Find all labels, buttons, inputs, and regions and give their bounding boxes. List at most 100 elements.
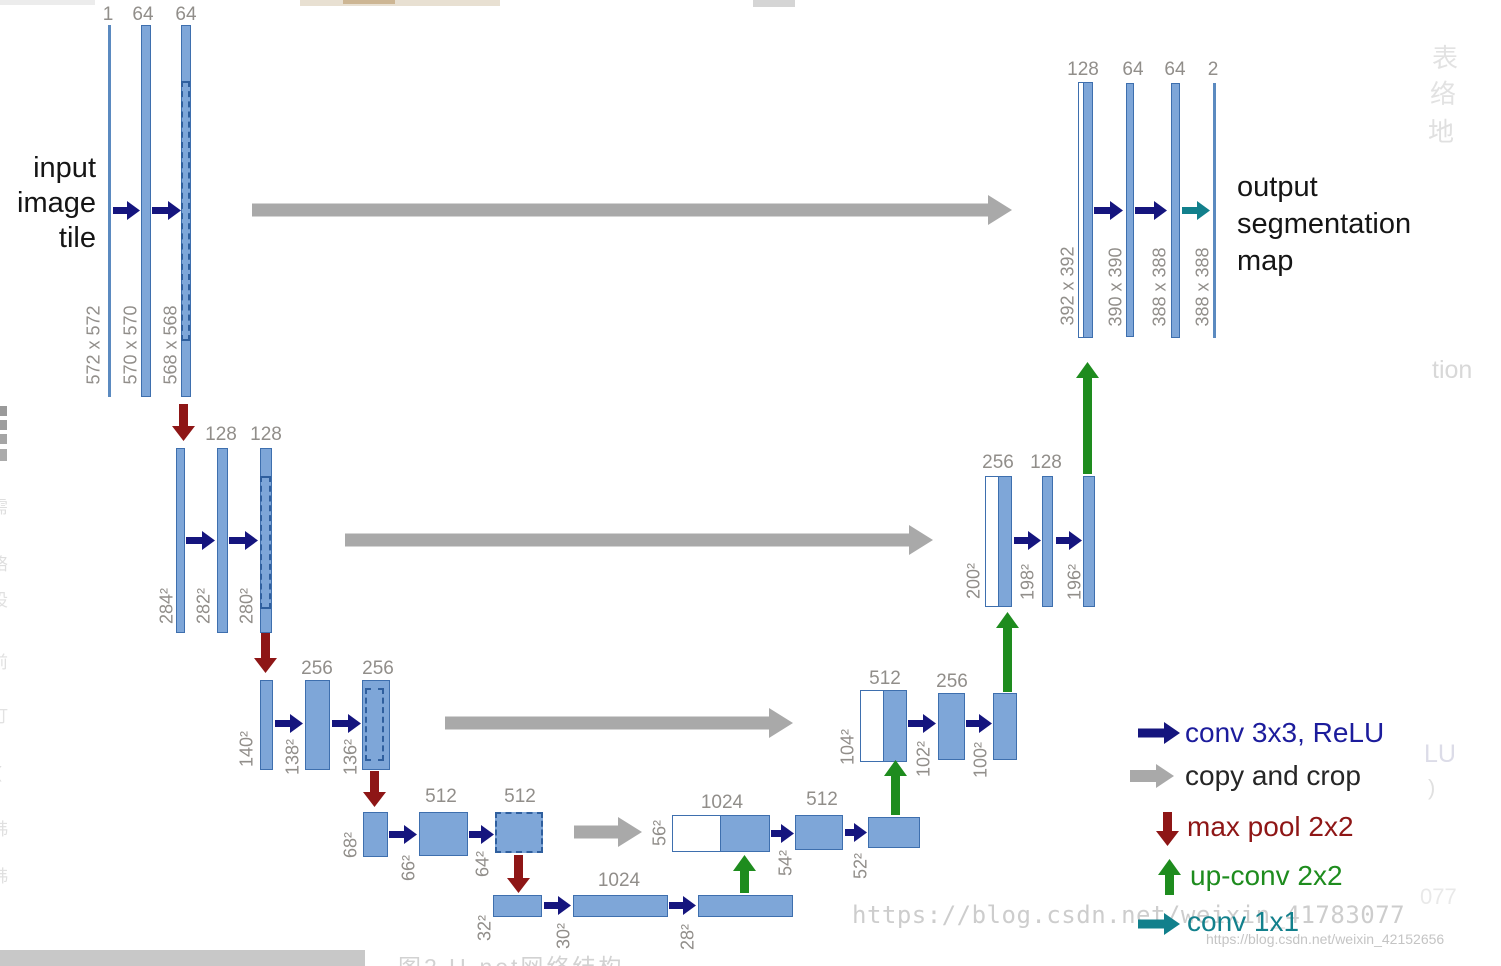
conv-3x3-arrow-shape (1014, 530, 1041, 550)
conv-3x3-arrow-shape (186, 530, 215, 550)
channel-count-label: 128 (1030, 452, 1062, 473)
feature-map-bar (495, 812, 543, 853)
left-edge-text-fragment: 前 (0, 648, 8, 673)
max-pool-arrow-shape (1155, 812, 1179, 846)
channel-count-label: 256 (362, 658, 394, 679)
edge-artifact (753, 0, 795, 7)
copy-and-crop-arrow (252, 195, 1012, 225)
output-segmentation-map-label: output segmentation map (1237, 169, 1411, 280)
feature-map-bar (260, 448, 272, 633)
conv-1x1-arrow (1182, 200, 1210, 220)
channel-count-label: 128 (1067, 59, 1099, 80)
max-pool-arrow-shape (506, 855, 530, 893)
tile-size-label: 56² (649, 819, 670, 847)
copy-and-crop-arrow-shape (1130, 764, 1174, 788)
crop-region-dashed-outline (260, 476, 271, 609)
max-pool-arrow-shape (171, 404, 195, 441)
conv-3x3-arrow-shape (1135, 200, 1167, 220)
channel-count-label: 512 (869, 668, 901, 689)
up-conv-arrow (732, 855, 756, 893)
feature-map-bar (1126, 83, 1134, 337)
max-pool-arrow (1155, 812, 1179, 846)
edge-artifact (0, 406, 7, 416)
feature-map-bar (938, 693, 965, 760)
max-pool-arrow (362, 771, 386, 807)
crop-region-dashed-outline (365, 688, 384, 761)
max-pool-arrow (253, 633, 277, 673)
conv-3x3-arrow (229, 530, 258, 550)
conv-3x3-arrow-shape (966, 713, 992, 733)
channel-count-label: 128 (250, 424, 282, 445)
left-edge-text-fragment: 韩 (0, 862, 8, 887)
conv-3x3-arrow (845, 822, 867, 842)
conv-3x3-arrow-shape (229, 530, 258, 550)
tile-size-label: 390 x 390 (1105, 247, 1126, 327)
tile-size-label: 54² (775, 849, 796, 877)
max-pool-arrow-shape (253, 633, 277, 673)
tile-size-label: 28² (677, 923, 698, 951)
copy-and-crop-arrow (1130, 764, 1174, 788)
conv-3x3-arrow-shape (908, 713, 936, 733)
feature-map-bar (1171, 83, 1180, 338)
input-label-line2: image (17, 187, 96, 219)
channel-count-label: 128 (205, 424, 237, 445)
up-conv-arrow (1157, 859, 1181, 895)
watermark-fragment: 表 (1432, 43, 1459, 73)
tile-size-label: 388 x 388 (1192, 247, 1213, 327)
feature-map-bar (181, 25, 191, 397)
conv-3x3-arrow (389, 824, 417, 844)
conv-3x3-arrow (966, 713, 992, 733)
tile-size-label: 200² (963, 562, 984, 600)
conv-1x1-arrow-shape (1138, 913, 1180, 935)
conv-1x1-arrow (1138, 913, 1180, 935)
conv-3x3-arrow-shape (1138, 722, 1180, 744)
channel-count-label: 512 (504, 786, 536, 807)
conv-3x3-arrow-shape (469, 824, 494, 844)
watermark-fragment: ) (1428, 775, 1436, 800)
conv-3x3-arrow (544, 895, 571, 915)
copy-and-crop-arrow-shape (345, 525, 933, 555)
watermark-fragment: 地 (1428, 117, 1455, 147)
edge-artifact (0, 0, 95, 5)
conv-3x3-arrow (332, 713, 361, 733)
edge-artifact (0, 434, 7, 444)
conv-3x3-arrow (113, 200, 140, 220)
channel-count-label: 64 (1164, 59, 1186, 80)
feature-map-bar (493, 895, 542, 917)
feature-map-bar-thin (1213, 83, 1216, 338)
left-edge-text-fragment: 设 (0, 586, 8, 611)
channel-count-label: 64 (1122, 59, 1144, 80)
edge-artifact (343, 0, 395, 4)
tile-size-label: 284² (156, 587, 177, 625)
feature-map-bar (698, 895, 793, 917)
legend-label-max-pool-2x2: max pool 2x2 (1187, 811, 1354, 842)
conv-3x3-arrow-shape (845, 822, 867, 842)
up-conv-arrow (1075, 362, 1099, 474)
conv-3x3-arrow (1135, 200, 1167, 220)
tile-size-label: 52² (850, 852, 871, 880)
channel-count-label: 1 (102, 4, 114, 25)
tile-size-label: 198² (1017, 563, 1038, 601)
tile-size-label: 100² (970, 741, 991, 779)
channel-count-label: 256 (301, 658, 333, 679)
conv-3x3-arrow-shape (332, 713, 361, 733)
feature-map-bar (419, 812, 468, 856)
tile-size-label: 568 x 568 (160, 305, 181, 385)
feature-map-bar (260, 680, 273, 770)
feature-map-bar (573, 895, 668, 917)
tile-size-label: 572 x 572 (83, 305, 104, 385)
edge-artifact (0, 449, 7, 461)
output-label-line1: output (1237, 171, 1318, 203)
input-image-tile-label: input image tile (2, 151, 96, 256)
legend-label-copy-and-crop: copy and crop (1185, 760, 1361, 791)
feature-map-bar (362, 680, 390, 770)
feature-map-bar (993, 693, 1017, 760)
conv-3x3-arrow-shape (669, 895, 696, 915)
input-label-line1: input (33, 152, 96, 184)
tile-size-label: 140² (236, 730, 257, 768)
max-pool-arrow (171, 404, 195, 441)
feature-map-bar (1042, 476, 1053, 607)
channel-count-label: 256 (936, 671, 968, 692)
copy-and-crop-arrow-shape (252, 195, 1012, 225)
